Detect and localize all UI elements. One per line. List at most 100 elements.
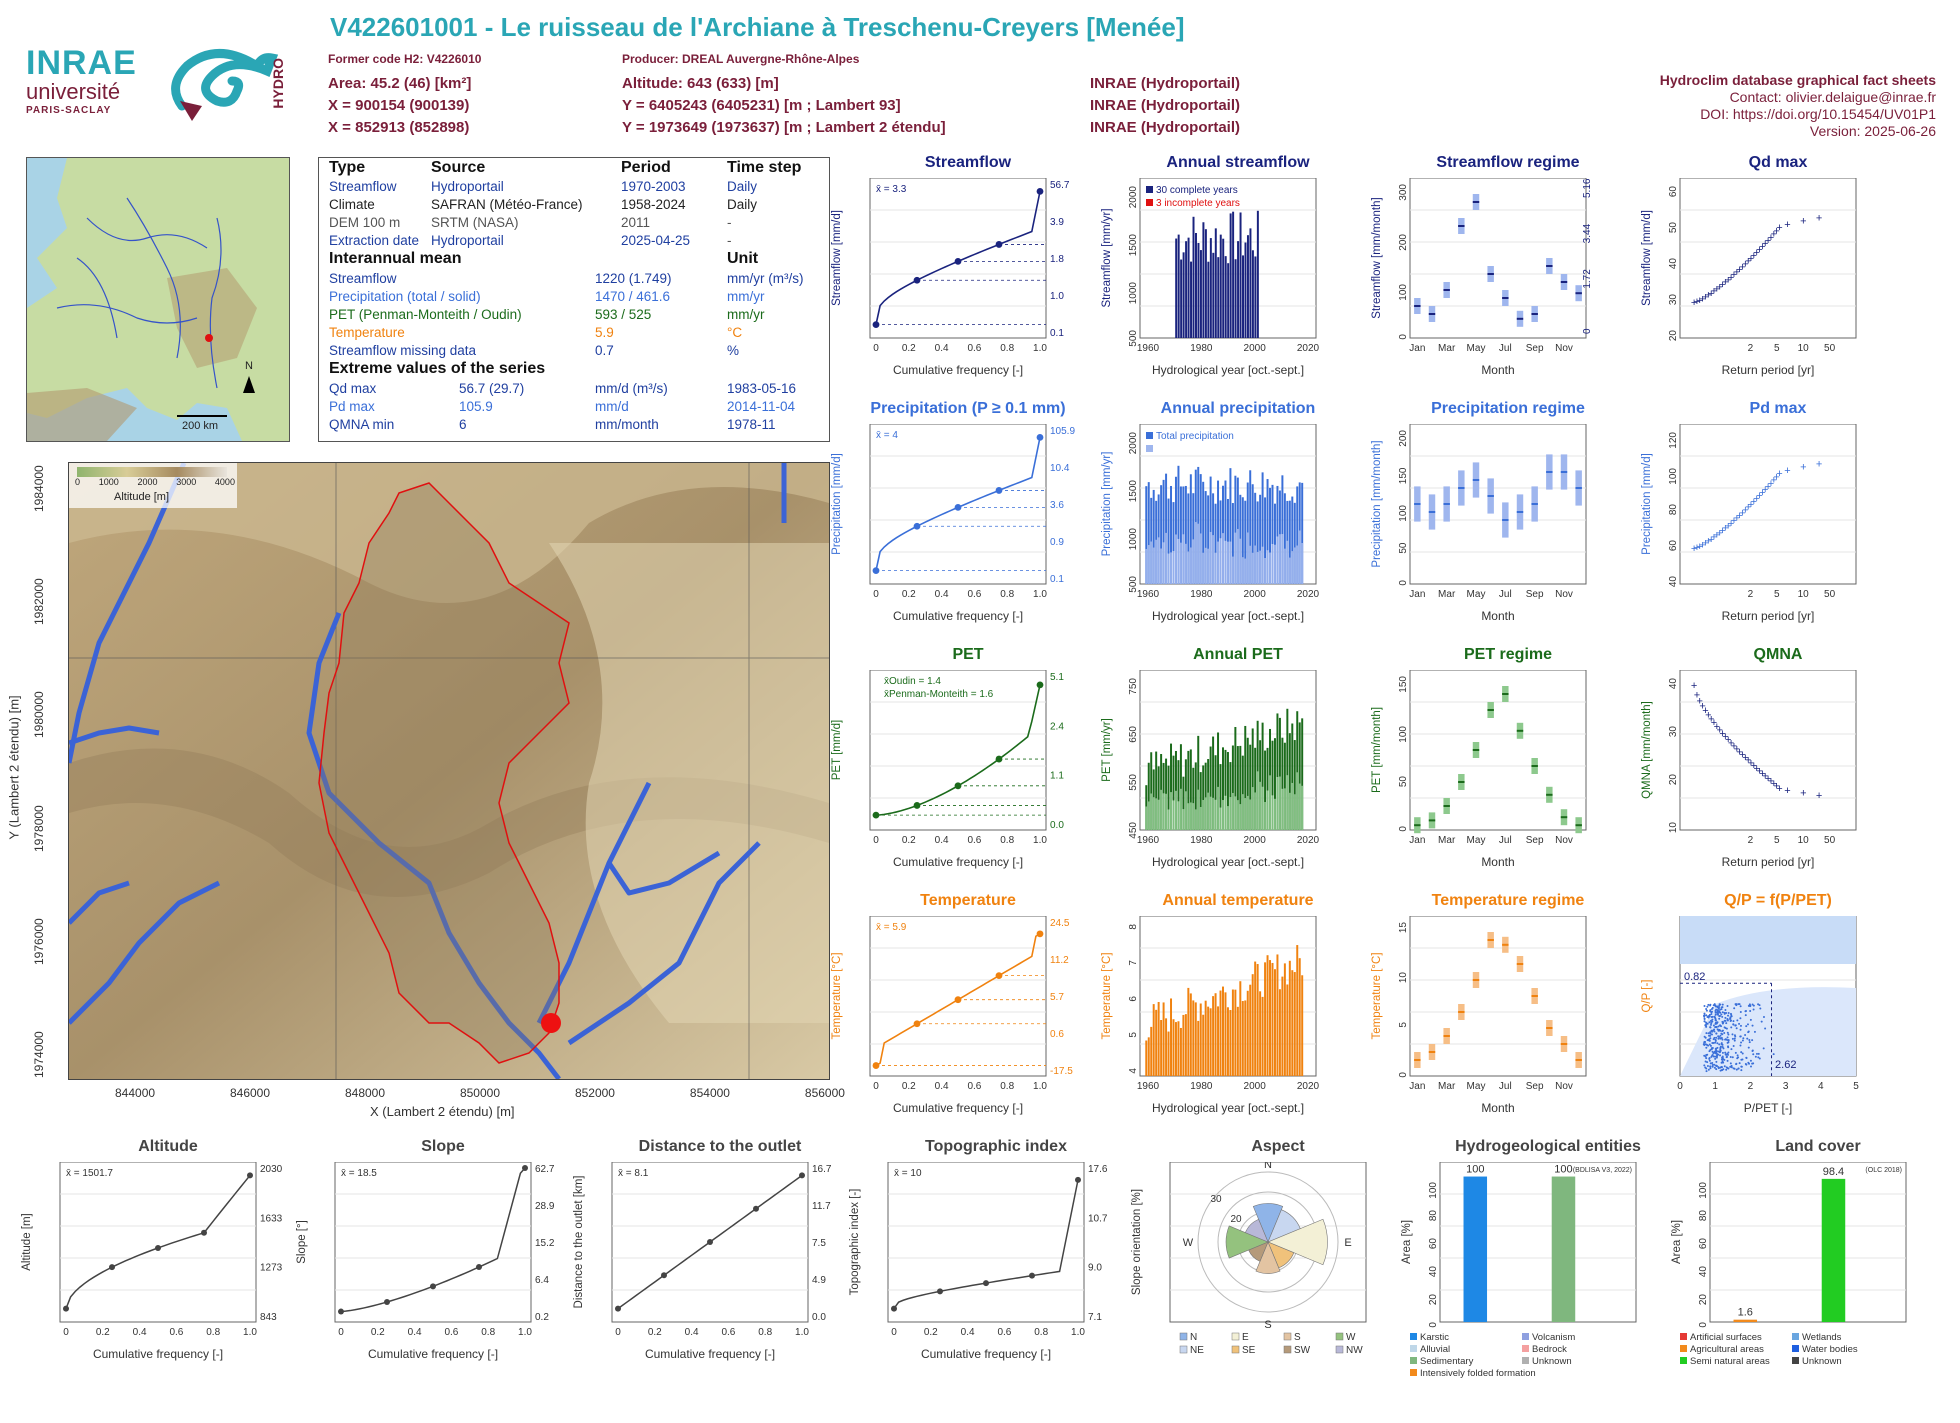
x-tick: 2 <box>1748 835 1754 846</box>
scatter-point <box>1716 1028 1719 1031</box>
bar-secondary <box>1239 804 1242 830</box>
bar <box>1160 485 1163 584</box>
bar <box>1209 476 1212 584</box>
plot-area <box>1409 423 1587 585</box>
bar <box>1254 961 1257 1076</box>
bar-secondary <box>1246 532 1249 584</box>
bar <box>1209 238 1212 338</box>
bar <box>1291 723 1294 830</box>
bar <box>1194 1002 1197 1076</box>
scatter-point <box>1751 1039 1754 1042</box>
scatter-point <box>1724 1051 1727 1054</box>
mean-value: 1470 / 461.6 <box>595 289 671 304</box>
scatter-point <box>1733 1037 1736 1040</box>
quantile-point <box>476 1264 482 1271</box>
x-tick: Jan <box>1409 1081 1425 1092</box>
row-step: - <box>727 233 732 248</box>
x-tick: 5 <box>1853 1081 1859 1092</box>
scatter-point <box>1746 1023 1749 1026</box>
scatter-point <box>1748 1041 1751 1044</box>
scatter-point <box>1723 1031 1726 1034</box>
plot-area <box>59 1161 257 1323</box>
ytick: 1978000 <box>32 804 46 852</box>
scatter-point <box>1706 1015 1709 1018</box>
scatter-point: + <box>1745 502 1751 514</box>
scatter-point <box>1718 1043 1721 1046</box>
extreme-value: 6 <box>459 417 467 432</box>
scatter-point <box>1703 1012 1706 1015</box>
right-tick: 0.0 <box>1050 820 1064 831</box>
bar <box>1209 1008 1212 1076</box>
scatter-point <box>1762 1015 1765 1018</box>
bar <box>1234 989 1237 1076</box>
x-tick: 0.6 <box>997 1327 1011 1338</box>
plot-area <box>334 1161 532 1323</box>
legend-entry: NW <box>1346 1345 1363 1356</box>
scatter-point <box>1733 1039 1736 1042</box>
x-axis-label: P/PET [-] <box>1744 1101 1792 1115</box>
x-tick: 50 <box>1824 343 1836 354</box>
bar <box>1254 747 1257 830</box>
legend-entry: Total precipitation <box>1156 431 1234 442</box>
x-tick: 2000 <box>1244 343 1267 354</box>
bar <box>1276 485 1279 584</box>
scatter-point <box>1764 1027 1767 1030</box>
chart-svg: Cumulative frequency [-] Streamflow [mm/d… <box>831 177 1070 377</box>
budyko-zone <box>1680 987 1856 1076</box>
scatter-point <box>1741 1052 1744 1055</box>
scatter-point: + <box>1759 768 1765 780</box>
data-label: 100 <box>1554 1164 1572 1176</box>
database-info: Hydroclim database graphical fact sheets… <box>1660 72 1936 140</box>
bar-secondary <box>1172 800 1175 830</box>
bar-secondary <box>1264 558 1267 584</box>
scatter-point <box>1731 1037 1734 1040</box>
bar <box>1264 750 1267 830</box>
bar-secondary <box>1236 800 1239 830</box>
scatter-point: + <box>1734 513 1740 525</box>
scatter-point <box>1727 1046 1730 1049</box>
x-tick: 50 <box>1824 835 1836 846</box>
scatter-point <box>1703 1014 1706 1017</box>
chart-svg: Hydrological year [oct.-sept.] Streamflow… <box>1101 177 1320 377</box>
scatter-point <box>1714 1047 1717 1050</box>
legend-marker <box>1522 1345 1529 1352</box>
scatter-point <box>1706 1064 1709 1067</box>
mean-value: 5.9 <box>595 325 614 340</box>
bar <box>1194 762 1197 830</box>
bar <box>1266 955 1269 1076</box>
legend-marker <box>1231 1332 1240 1341</box>
scatter-point: + <box>1725 274 1731 286</box>
x-tick: 0.2 <box>902 1081 916 1092</box>
scatter-point: + <box>1725 520 1731 532</box>
chart-svg: Slope orientation [%]NESW2030NNEESESSWWN… <box>1131 1159 1367 1356</box>
bar <box>1241 1001 1244 1076</box>
ytick: 1974000 <box>32 1031 46 1078</box>
right-tick: 0.1 <box>1050 574 1064 585</box>
bar <box>1195 232 1197 338</box>
bar-secondary <box>1174 534 1177 584</box>
outlet-marker <box>541 1013 561 1033</box>
bar <box>1199 474 1202 584</box>
bar-secondary <box>1219 807 1222 830</box>
scatter-point <box>1720 1058 1723 1061</box>
xtick: 856000 <box>804 1086 845 1100</box>
bar-secondary <box>1283 788 1286 830</box>
right-tick: 0 <box>1582 328 1593 334</box>
x-tick: 0.4 <box>133 1327 147 1338</box>
row-period: 2025-04-25 <box>621 233 691 248</box>
right-tick: 2030 <box>260 1164 283 1175</box>
bar <box>1242 255 1245 338</box>
bar <box>1249 228 1252 338</box>
chart-svg: Hydrological year [oct.-sept.] Temperatur… <box>1101 915 1320 1115</box>
legend-entry: Sedimentary <box>1420 1356 1474 1367</box>
bar <box>1301 718 1304 830</box>
chart-panel: Temperature regime Month Temperature [°C] J… <box>1368 892 1648 1176</box>
quantile-point <box>1029 1272 1035 1279</box>
bar-secondary <box>1170 552 1173 584</box>
scatter-point: + <box>1745 755 1751 767</box>
right-tick: 5.16 <box>1582 178 1593 198</box>
scatter-point: + <box>1816 458 1822 470</box>
y-axis-label: PET [mm/d] <box>831 720 843 781</box>
scatter-point <box>1717 1007 1720 1010</box>
doi-link[interactable]: DOI: https://doi.org/10.15454/UV01P1 <box>1700 106 1936 122</box>
